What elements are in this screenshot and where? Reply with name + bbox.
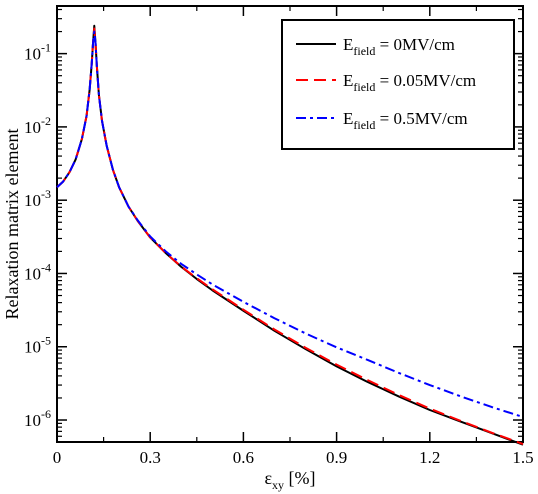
y-tick-exponent: -4 [41, 260, 51, 274]
x-tick-label: 1.2 [419, 448, 440, 467]
y-axis-label: Relaxation matrix element [2, 129, 22, 320]
y-tick-base: 10 [24, 118, 41, 137]
y-tick-exponent: -3 [41, 187, 51, 201]
x-axis-label-unit: [%] [284, 468, 315, 488]
x-tick-label: 0.3 [140, 448, 161, 467]
y-tick-exponent: -1 [41, 41, 51, 55]
x-tick-label: 0.6 [233, 448, 254, 467]
y-tick-base: 10 [24, 45, 41, 64]
series-layer [56, 24, 524, 446]
y-tick-label: 10-3 [24, 187, 51, 210]
y-tick-label: 10-6 [24, 407, 51, 430]
series-line-2 [56, 30, 524, 418]
y-tick-base: 10 [24, 338, 41, 357]
y-tick-label: 10-2 [24, 114, 51, 137]
legend-label-2: Efield = 0.5MV/cm [343, 109, 468, 132]
y-tick-base: 10 [24, 264, 41, 283]
y-tick-label: 10-4 [24, 260, 51, 283]
x-tick-label: 0 [53, 448, 62, 467]
y-tick-base: 10 [24, 411, 41, 430]
legend-label-0: Efield = 0MV/cm [343, 35, 455, 58]
y-tick-base: 10 [24, 191, 41, 210]
x-axis-label: εxy [%] [264, 468, 315, 492]
y-tick-exponent: -2 [41, 114, 51, 128]
legend: Efield = 0MV/cm Efield = 0.05MV/cm Efield … [281, 19, 515, 150]
x-tick-label: 0.9 [326, 448, 347, 467]
y-tick-label: 10-1 [24, 41, 51, 64]
x-axis-ticks: 0 0.3 0.6 0.9 1.2 1.5 [53, 6, 534, 467]
y-tick-exponent: -6 [41, 407, 51, 421]
x-axis-label-main: ε [264, 468, 272, 488]
legend-box [281, 19, 515, 150]
y-tick-exponent: -5 [41, 334, 51, 348]
y-tick-label: 10-5 [24, 334, 51, 357]
x-tick-label: 1.5 [512, 448, 533, 467]
legend-label-1: Efield = 0.05MV/cm [343, 71, 476, 94]
x-axis-label-sub: xy [272, 478, 284, 492]
